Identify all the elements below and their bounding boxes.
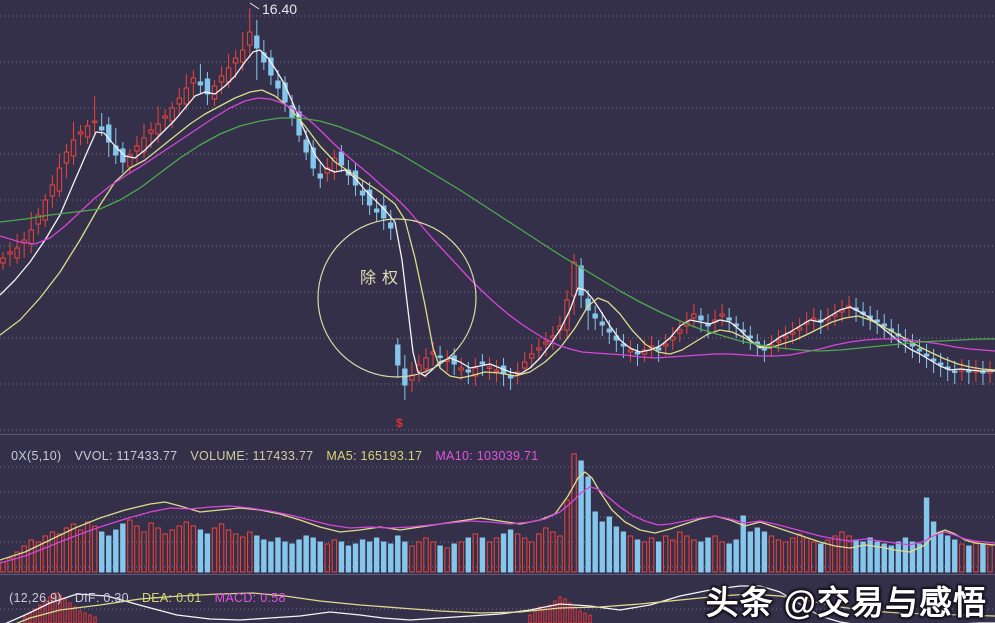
toutiao-watermark: 头条 @交易与感悟 (705, 584, 987, 621)
ma-line-MA20 (0, 97, 995, 359)
ma-line-DIF (5, 585, 995, 623)
macd-indicator-name: (12,26,9) (9, 591, 62, 605)
macd-histogram-layer (23, 592, 592, 623)
macd-value: MACD: 0.58 (214, 591, 286, 605)
pane-separator (0, 434, 995, 435)
ex-rights-marker-icon: $ (396, 416, 403, 430)
volume-indicator-header: 0X(5,10) VVOL: 117433.77 VOLUME: 117433.77… (0, 435, 552, 477)
ex-rights-annotation-text: 除权 (360, 270, 405, 287)
peak-arrow (249, 2, 260, 10)
macd-indicator-header: (12,26,9) DIF: 0.30 DEA: 0.01 MACD: 0.58 (0, 577, 299, 619)
volume-value: VOLUME: 117433.77 (190, 449, 314, 463)
volume-ma10-value: MA10: 103039.71 (435, 449, 539, 463)
volume-pane (0, 453, 995, 573)
volume-ma5-value: MA5: 165193.17 (326, 449, 423, 463)
ex-rights-circle-annotation (317, 218, 477, 378)
ma-line-MA10 (0, 89, 995, 379)
vvol-value: VVOL: 117433.77 (74, 449, 178, 463)
dea-value: DEA: 0.01 (141, 591, 202, 605)
peak-price-label: 16.40 (262, 1, 298, 17)
ma-line-MA60 (0, 117, 995, 352)
pane-separator (0, 574, 995, 575)
ma-line-VOL-MA10 (0, 486, 995, 564)
volume-bars-layer (0, 453, 993, 573)
ma-line-MA5 (0, 49, 995, 377)
dif-value: DIF: 0.30 (74, 591, 129, 605)
macd-pane (0, 585, 995, 623)
price-pane (0, 2, 995, 431)
ma-line-DEA (15, 592, 995, 623)
ma-line-VOL-MA5 (0, 471, 995, 561)
volume-indicator-name: 0X(5,10) (11, 449, 62, 463)
candles-layer (0, 8, 993, 400)
